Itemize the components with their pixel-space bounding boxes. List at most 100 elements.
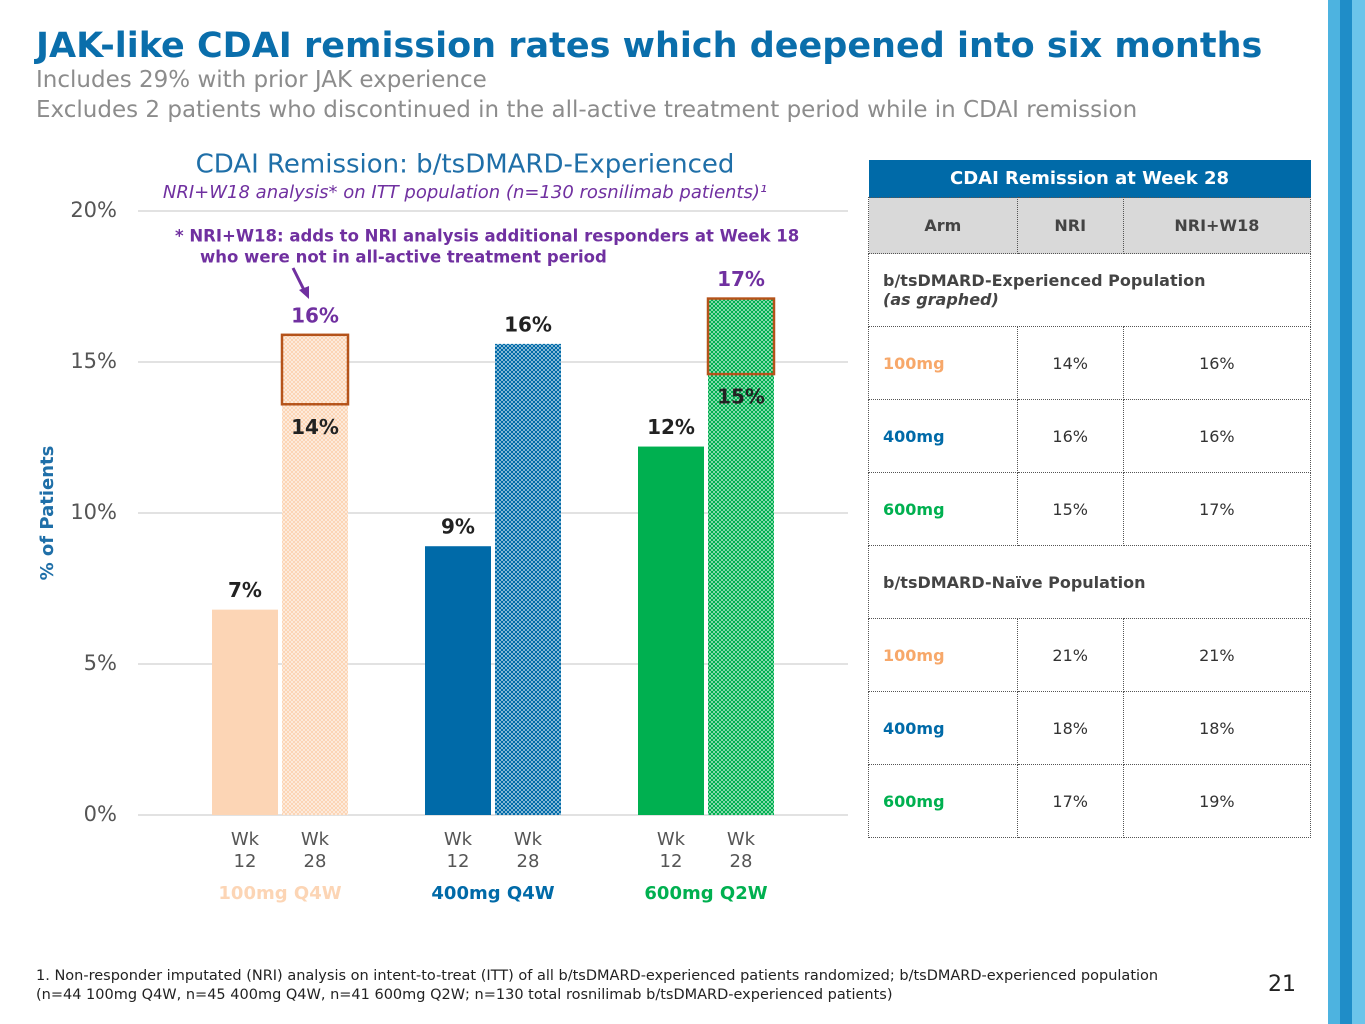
cell-text: 17% bbox=[1052, 791, 1088, 811]
table-cell: 18% bbox=[1122, 691, 1312, 765]
x-tick-label: Wk 28 bbox=[513, 829, 543, 872]
cell-text: 14% bbox=[1052, 353, 1088, 373]
bar bbox=[212, 609, 278, 815]
bar bbox=[282, 404, 348, 815]
annotation: who were not in all-active treatment per… bbox=[200, 248, 607, 267]
group-label: 100mg Q4W bbox=[218, 883, 341, 904]
value-label: 16% bbox=[291, 303, 339, 327]
table-row: 600mg 15% 17% bbox=[868, 472, 1312, 546]
cell-text: 15% bbox=[1052, 499, 1088, 519]
cell-text: 19% bbox=[1199, 791, 1235, 811]
table-cell: 17% bbox=[1122, 472, 1312, 546]
table-cell: Arm bbox=[868, 197, 1018, 254]
table-cell: 16% bbox=[1122, 326, 1312, 400]
table-cell: 19% bbox=[1122, 764, 1312, 838]
w18-box bbox=[280, 333, 350, 406]
stripe bbox=[1340, 0, 1352, 1024]
cell-text: 400mg bbox=[883, 718, 945, 738]
table-cell: b/tsDMARD-Experienced Population (as grap… bbox=[868, 253, 1311, 327]
bar bbox=[425, 546, 491, 815]
table-row: 600mg 17% 19% bbox=[868, 764, 1312, 838]
footnote: 1. Non-responder imputated (NRI) analysi… bbox=[36, 968, 1159, 984]
table-cell: 14% bbox=[1016, 326, 1124, 400]
cell-text: 21% bbox=[1199, 645, 1235, 665]
table-cell: 18% bbox=[1016, 691, 1124, 765]
x-tick-label: Wk 28 bbox=[300, 829, 330, 872]
bar bbox=[638, 446, 704, 815]
value-label: 9% bbox=[441, 515, 475, 539]
cell-text: 17% bbox=[1199, 499, 1235, 519]
cell-note: (as graphed) bbox=[883, 290, 999, 309]
cell-text: 400mg bbox=[883, 426, 945, 446]
annotation: * NRI+W18: adds to NRI analysis addition… bbox=[175, 227, 799, 246]
results-table: CDAI Remission at Week 28 Arm NRI NRI+W18 b/… bbox=[868, 160, 1312, 838]
table-row: 400mg 16% 16% bbox=[868, 399, 1312, 473]
page-number: 21 bbox=[1268, 972, 1296, 997]
x-tick-label: Wk 12 bbox=[230, 829, 260, 872]
cell-text: Arm bbox=[924, 216, 962, 235]
stripe bbox=[1328, 0, 1340, 1024]
cell-text: 100mg bbox=[883, 353, 945, 373]
value-label: 12% bbox=[647, 415, 695, 439]
y-tick-label: 5% bbox=[84, 651, 117, 675]
value-label: 14% bbox=[291, 415, 339, 439]
chart-subtitle: NRI+W18 analysis* on ITT population (n=1… bbox=[163, 182, 767, 203]
annotation-arrowhead bbox=[299, 286, 309, 299]
table-row: b/tsDMARD-Naïve Population bbox=[868, 545, 1311, 619]
footnote: (n=44 100mg Q4W, n=45 400mg Q4W, n=41 60… bbox=[36, 987, 893, 1003]
table-row: CDAI Remission at Week 28 bbox=[868, 160, 1311, 198]
y-axis-label: % of Patients bbox=[37, 446, 58, 581]
cell-text: 18% bbox=[1199, 718, 1235, 738]
cell-text: 16% bbox=[1199, 426, 1235, 446]
cell-text: NRI bbox=[1054, 216, 1087, 235]
table-cell: b/tsDMARD-Naïve Population bbox=[868, 545, 1311, 619]
table-cell: CDAI Remission at Week 28 bbox=[868, 160, 1311, 198]
table-cell: 16% bbox=[1016, 399, 1124, 473]
annotation-arrow bbox=[291, 267, 307, 293]
cell-text: NRI+W18 bbox=[1174, 216, 1260, 235]
table-cell: 17% bbox=[1016, 764, 1124, 838]
y-tick-label: 20% bbox=[70, 198, 117, 222]
group-label: 600mg Q2W bbox=[644, 883, 767, 904]
table-cell: 600mg bbox=[868, 764, 1018, 838]
table-cell: 21% bbox=[1016, 618, 1124, 692]
table-row: b/tsDMARD-Experienced Population (as grap… bbox=[868, 253, 1311, 327]
chart: CDAI Remission: b/tsDMARD-Experienced NR… bbox=[37, 150, 848, 904]
cell-text: 18% bbox=[1052, 718, 1088, 738]
table-cell: 600mg bbox=[868, 472, 1018, 546]
stripe bbox=[1352, 0, 1365, 1024]
table-cell: 16% bbox=[1122, 399, 1312, 473]
cell-text: 100mg bbox=[883, 645, 945, 665]
slide-title: JAK-like CDAI remission rates which deep… bbox=[36, 26, 1263, 66]
cell-text: 21% bbox=[1052, 645, 1088, 665]
cell-text: b/tsDMARD-Naïve Population bbox=[883, 572, 1146, 592]
table-cell: NRI+W18 bbox=[1122, 197, 1312, 254]
value-label: 16% bbox=[504, 312, 552, 336]
chart-title: CDAI Remission: b/tsDMARD-Experienced bbox=[196, 150, 735, 180]
table-cell: NRI bbox=[1016, 197, 1124, 254]
x-tick-label: Wk 28 bbox=[726, 829, 756, 872]
y-tick-label: 0% bbox=[84, 802, 117, 826]
group-label: 400mg Q4W bbox=[431, 883, 554, 904]
cell-text: 600mg bbox=[883, 791, 945, 811]
value-label: 7% bbox=[228, 578, 262, 602]
table-cell: 15% bbox=[1016, 472, 1124, 546]
bar bbox=[495, 343, 561, 815]
x-tick-label: Wk 12 bbox=[443, 829, 473, 872]
table-cell: 21% bbox=[1122, 618, 1312, 692]
table-row: 100mg 21% 21% bbox=[868, 618, 1312, 692]
table-row: Arm NRI NRI+W18 bbox=[868, 197, 1312, 254]
table-row: 400mg 18% 18% bbox=[868, 691, 1312, 765]
table-row: 100mg 14% 16% bbox=[868, 326, 1312, 400]
cell-text: CDAI Remission at Week 28 bbox=[949, 168, 1230, 189]
table-cell: 400mg bbox=[868, 399, 1018, 473]
cell-text: 16% bbox=[1052, 426, 1088, 446]
table-cell: 100mg bbox=[868, 618, 1018, 692]
cell-text: 16% bbox=[1199, 353, 1235, 373]
y-tick-label: 10% bbox=[70, 500, 117, 524]
subtitle: Includes 29% with prior JAK experience bbox=[36, 67, 487, 93]
cell-text: 600mg bbox=[883, 499, 945, 519]
cell-text: b/tsDMARD-Experienced Population bbox=[883, 271, 1206, 290]
bar bbox=[708, 374, 774, 815]
